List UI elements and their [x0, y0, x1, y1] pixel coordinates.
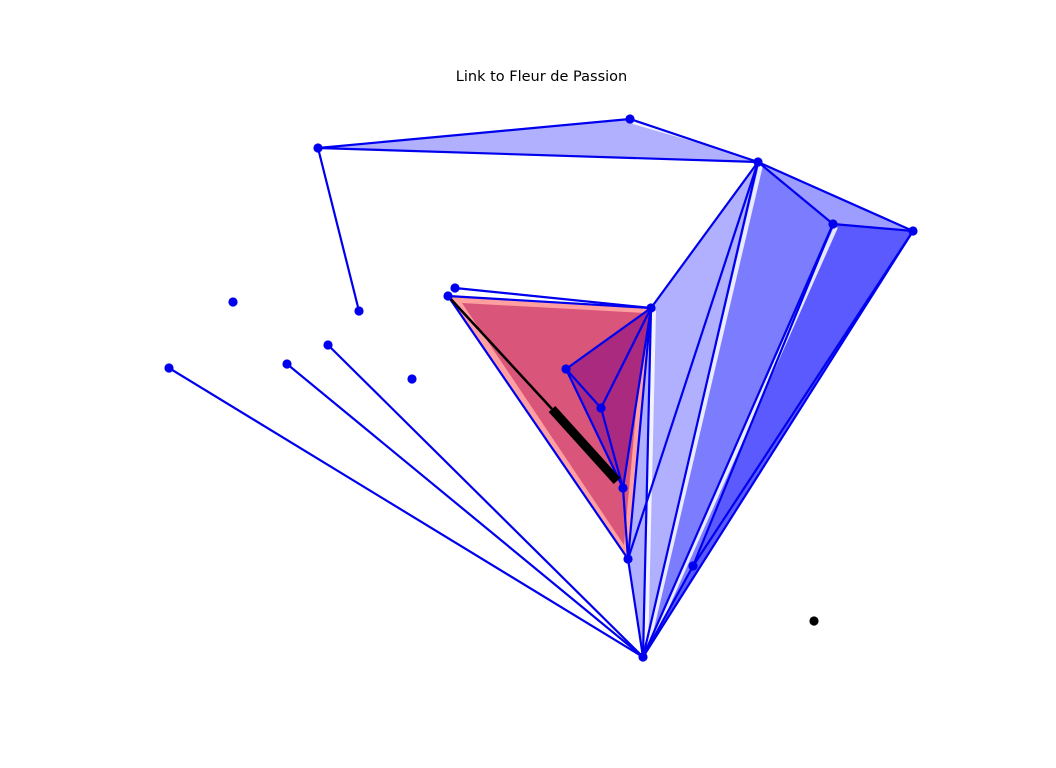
- edge: [641, 222, 835, 659]
- edge: [641, 160, 760, 659]
- edge: [285, 362, 645, 659]
- face-separator: [644, 226, 838, 655]
- node: [625, 114, 635, 124]
- node: [323, 340, 333, 350]
- edge: [626, 557, 645, 659]
- highlight-node: [809, 616, 819, 626]
- edge: [621, 486, 630, 561]
- node: [164, 363, 174, 373]
- edge: [641, 306, 653, 659]
- node: [638, 652, 648, 662]
- node: [688, 561, 698, 571]
- edge: [649, 160, 760, 310]
- face-separator: [644, 310, 656, 655]
- edge: [316, 146, 361, 313]
- edge: [691, 229, 915, 568]
- nodes-layer: [164, 114, 918, 662]
- node: [228, 297, 238, 307]
- highlight-edge-thin: [447, 295, 553, 410]
- edge: [564, 306, 653, 371]
- edge: [691, 222, 835, 568]
- face-light-wedge: [628, 162, 758, 657]
- node: [282, 359, 292, 369]
- node: [618, 483, 628, 493]
- node: [313, 143, 323, 153]
- edge: [621, 306, 653, 490]
- edge: [831, 222, 915, 233]
- edges-layer: [167, 117, 915, 659]
- node: [450, 283, 460, 293]
- edge: [446, 294, 653, 310]
- node: [407, 374, 417, 384]
- edge: [641, 229, 915, 659]
- node: [596, 403, 606, 413]
- edge: [446, 294, 630, 561]
- edge: [564, 367, 603, 410]
- node: [753, 157, 763, 167]
- edge: [167, 366, 645, 659]
- node: [828, 219, 838, 229]
- face-separator: [644, 232, 918, 656]
- node: [354, 306, 364, 316]
- node: [646, 303, 656, 313]
- edge: [326, 343, 645, 659]
- edge: [641, 564, 695, 659]
- edge: [626, 306, 653, 561]
- node: [908, 226, 918, 236]
- edge: [316, 117, 632, 150]
- face-mid-wedge: [643, 162, 833, 657]
- edge: [626, 160, 760, 561]
- figure-title: Link to Fleur de Passion: [455, 69, 628, 85]
- face-separator: [644, 164, 763, 655]
- edge: [599, 406, 625, 490]
- edge: [599, 306, 653, 410]
- edge: [628, 117, 760, 164]
- edge: [453, 286, 653, 310]
- faces-layer: [318, 119, 918, 657]
- edge: [756, 160, 835, 226]
- node: [443, 291, 453, 301]
- node: [561, 364, 571, 374]
- edge: [316, 146, 760, 164]
- highlight-edge-thick: [548, 405, 621, 485]
- edge: [756, 160, 915, 233]
- edge: [564, 367, 625, 490]
- node: [623, 554, 633, 564]
